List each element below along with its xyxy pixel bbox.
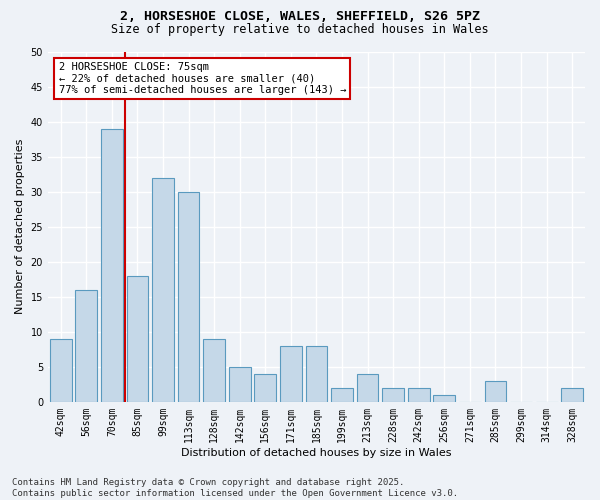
Bar (357, 374, 379, 402)
Bar (305, 346, 328, 402)
Bar (178, 192, 199, 402)
Bar (76, 290, 97, 402)
Text: 2 HORSESHOE CLOSE: 75sqm
← 22% of detached houses are smaller (40)
77% of semi-d: 2 HORSESHOE CLOSE: 75sqm ← 22% of detach… (59, 62, 346, 95)
Bar (562, 388, 583, 402)
Bar (127, 276, 148, 402)
Bar (229, 367, 251, 402)
Bar (433, 395, 455, 402)
Text: Contains HM Land Registry data © Crown copyright and database right 2025.
Contai: Contains HM Land Registry data © Crown c… (12, 478, 458, 498)
Bar (254, 374, 276, 402)
Y-axis label: Number of detached properties: Number of detached properties (15, 139, 25, 314)
Bar (331, 388, 353, 402)
Bar (382, 388, 404, 402)
Text: 2, HORSESHOE CLOSE, WALES, SHEFFIELD, S26 5PZ: 2, HORSESHOE CLOSE, WALES, SHEFFIELD, S2… (120, 10, 480, 23)
Bar (152, 178, 174, 402)
Bar (50, 339, 71, 402)
Bar (485, 381, 506, 402)
Bar (280, 346, 302, 402)
Bar (408, 388, 430, 402)
Text: Size of property relative to detached houses in Wales: Size of property relative to detached ho… (111, 22, 489, 36)
Bar (203, 339, 225, 402)
X-axis label: Distribution of detached houses by size in Wales: Distribution of detached houses by size … (181, 448, 452, 458)
Bar (101, 128, 123, 402)
